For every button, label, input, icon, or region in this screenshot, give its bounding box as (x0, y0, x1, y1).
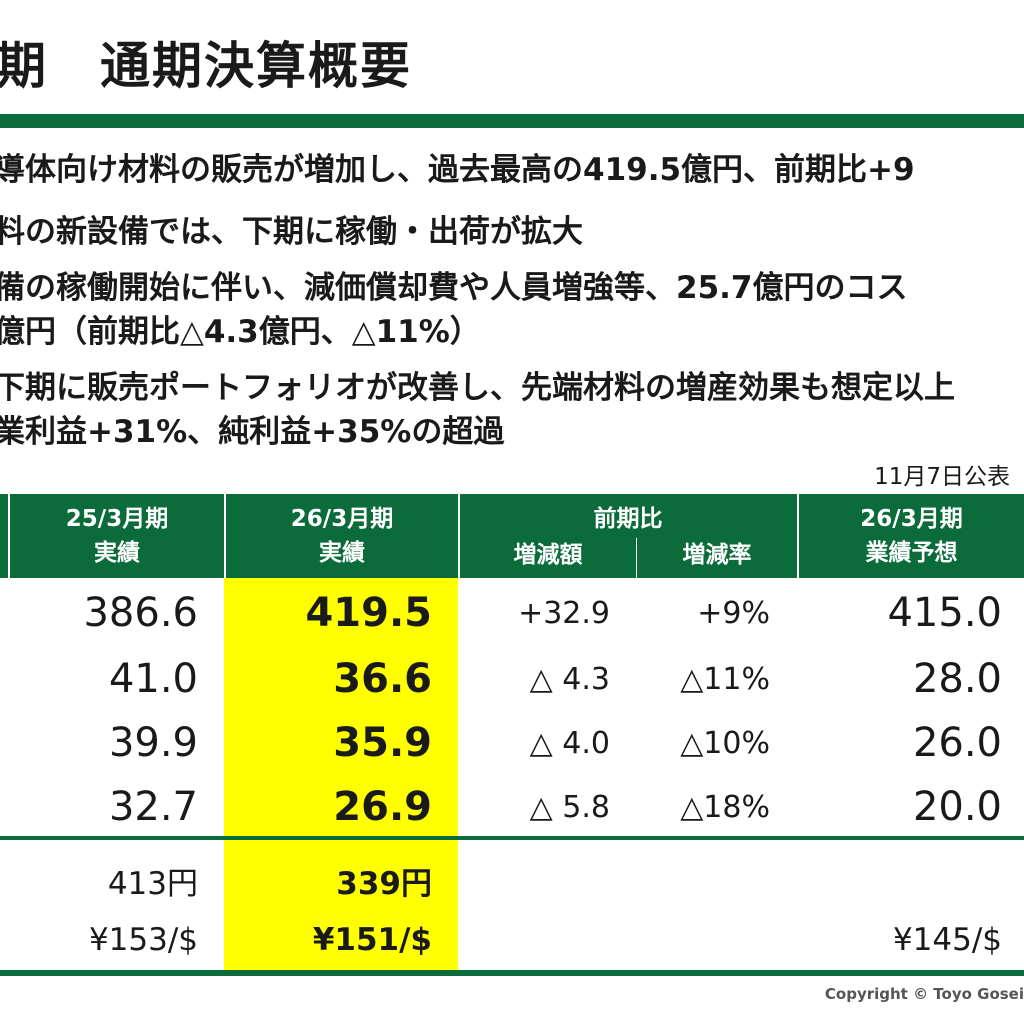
bullet-line: 下期に販売ポートフォリオが改善し、先端材料の増産効果も想定以上 (0, 370, 955, 406)
header-yoy-amount: 増減額 (513, 542, 583, 568)
page-title: 期 通期決算概要 (0, 37, 412, 95)
table-cell: 339円 (336, 866, 432, 902)
table-cell: 39.9 (108, 720, 198, 766)
table-header: 25/3月期 実績 26/3月期 実績 前期比 増減額 増減率 26/3月期 業… (0, 494, 1024, 578)
table-cell: ¥145/$ (892, 922, 1002, 958)
header-divider (636, 538, 637, 578)
table-cell: +32.9 (518, 596, 610, 631)
table-cell: 413円 (107, 866, 198, 902)
header-yoy: 前期比 (593, 506, 663, 532)
table-cell: △ 5.8 (529, 790, 610, 825)
table-cell: 26.9 (333, 784, 432, 830)
table-cell: △10% (680, 726, 770, 761)
header-divider (458, 494, 460, 578)
bullet-line: 業利益+31%、純利益+35%の超過 (0, 414, 505, 450)
publication-date: 11月7日公表 (874, 464, 1010, 490)
table-cell: ¥151/$ (312, 922, 432, 958)
table-cell: 419.5 (305, 590, 432, 636)
table-cell: △ 4.3 (529, 662, 610, 697)
table-cell: 41.0 (108, 656, 198, 702)
table-cell: 20.0 (912, 784, 1002, 830)
table-cell: △18% (680, 790, 770, 825)
table-cell: 32.7 (108, 784, 198, 830)
table-cell: 28.0 (912, 656, 1002, 702)
copyright-notice: Copyright © Toyo Gosei (824, 985, 1024, 1003)
header-yoy-rate: 増減率 (682, 542, 752, 568)
table-bottom-rule (0, 970, 1024, 976)
bullet-line: 料の新設備では、下期に稼働・出荷が拡大 (0, 214, 583, 250)
table-cell: 26.0 (912, 720, 1002, 766)
bullet-line: 億円（前期比△4.3億円、△11%） (0, 314, 481, 350)
table-cell: ¥153/$ (88, 922, 198, 958)
table-cell: △ 4.0 (529, 726, 610, 761)
header-divider (797, 494, 799, 578)
header-prev-year: 25/3月期 実績 (65, 506, 169, 566)
table-separator (0, 836, 1024, 840)
table-cell: 386.6 (83, 590, 198, 636)
table-cell: △11% (680, 662, 770, 697)
table-cell: +9% (697, 596, 770, 631)
title-divider (0, 114, 1024, 128)
table-cell: 35.9 (333, 720, 432, 766)
bullet-line: 導体向け材料の販売が増加し、過去最高の419.5億円、前期比+9 (0, 152, 915, 188)
current-year-highlight (224, 578, 458, 970)
table-cell: 36.6 (333, 656, 432, 702)
header-forecast: 26/3月期 業績予想 (860, 506, 963, 566)
header-divider (224, 494, 226, 578)
header-current-year: 26/3月期 実績 (290, 506, 394, 566)
bullet-line: 備の稼働開始に伴い、減価償却費や人員増強等、25.7億円のコス (0, 270, 908, 306)
header-divider (8, 494, 10, 578)
table-cell: 415.0 (887, 590, 1002, 636)
